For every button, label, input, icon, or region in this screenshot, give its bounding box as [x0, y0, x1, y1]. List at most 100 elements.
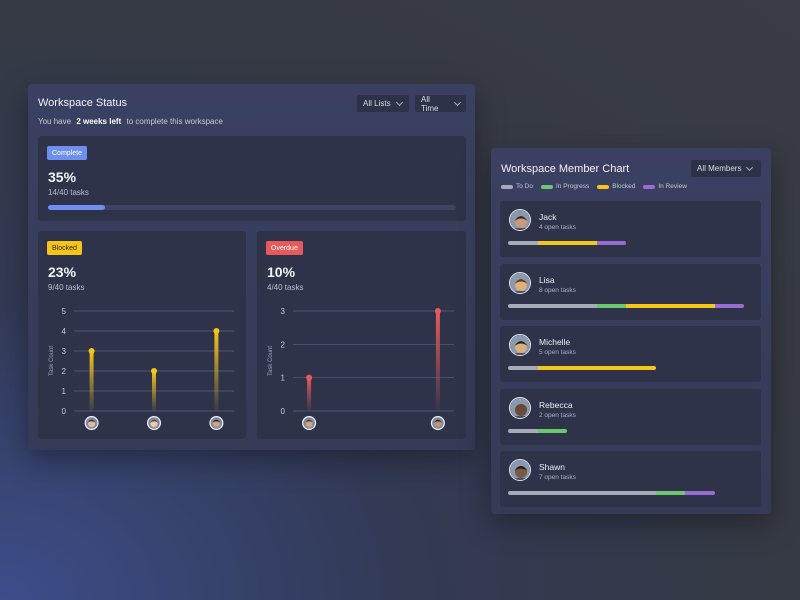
y-tick-label: 1	[281, 374, 286, 383]
avatar[interactable]	[430, 416, 445, 430]
overdue-chart: Task Count 0 1 2 3	[268, 307, 454, 430]
blocked-card: Blocked 23% 9/40 tasks Task Count 0 1 2 3 4 5	[38, 231, 246, 439]
legend-item: Blocked	[597, 183, 635, 190]
blocked-chart: Task Count 0 1 2 3 4 5	[49, 307, 234, 430]
overdue-badge: Overdue	[266, 241, 303, 255]
member-name: Lisa	[539, 274, 555, 285]
member-name: Jack	[539, 212, 557, 222]
legend-item: In Review	[643, 183, 687, 190]
member-row[interactable]: Rebecca 2 open tasks	[500, 388, 761, 445]
complete-percent: 35%	[48, 169, 77, 185]
status-segment	[537, 241, 597, 245]
complete-progress-track	[48, 205, 456, 210]
bar-cap	[151, 368, 157, 374]
status-segment	[685, 491, 715, 495]
bar[interactable]	[307, 377, 312, 411]
workspace-subtitle: You have 2 weeks left to complete this w…	[38, 117, 223, 126]
y-tick-label: 3	[281, 307, 286, 316]
bar[interactable]	[89, 351, 94, 411]
overdue-tasks: 4/40 tasks	[267, 283, 304, 292]
member-chart-title: Workspace Member Chart	[501, 163, 630, 175]
status-segment	[537, 428, 567, 433]
member-open-tasks: 8 open tasks	[539, 286, 576, 294]
bar[interactable]	[214, 331, 219, 411]
status-segment	[655, 491, 685, 495]
complete-card: Complete 35% 14/40 tasks	[38, 136, 466, 221]
chevron-down-icon	[746, 163, 754, 171]
complete-tasks: 14/40 tasks	[48, 188, 89, 197]
all-members-dropdown[interactable]: All Members	[691, 160, 761, 177]
member-row[interactable]: Jack 4 open tasks	[500, 201, 761, 257]
member-name: Michelle	[539, 337, 571, 347]
complete-badge: Complete	[47, 146, 87, 160]
member-status-bar	[508, 241, 626, 245]
overdue-card: Overdue 10% 4/40 tasks Task Count 0 1 2 3	[257, 231, 466, 439]
member-status-bar	[508, 491, 715, 495]
member-chart-panel: Workspace Member Chart All Members To Do…	[491, 148, 771, 514]
legend-item: To Do	[501, 183, 533, 190]
avatar[interactable]	[209, 416, 224, 430]
workspace-status-title: Workspace Status	[38, 97, 128, 109]
status-segment	[508, 303, 597, 308]
status-segment	[537, 366, 656, 370]
member-open-tasks: 2 open tasks	[539, 411, 576, 419]
status-segment	[508, 366, 538, 370]
bar-cap	[306, 374, 313, 381]
all-lists-dropdown[interactable]: All Lists	[357, 95, 409, 112]
y-tick-label: 1	[62, 387, 67, 396]
legend-label: In Review	[658, 183, 687, 190]
avatar[interactable]	[509, 396, 531, 419]
y-tick-label: 0	[281, 407, 286, 416]
bar[interactable]	[435, 311, 440, 411]
member-row[interactable]: Shawn 7 open tasks	[500, 451, 761, 507]
bar-cap	[434, 308, 441, 314]
member-open-tasks: 5 open tasks	[539, 349, 576, 356]
legend-swatch	[501, 184, 513, 189]
subtitle-suffix: to complete this workspace	[126, 117, 223, 126]
legend-label: Blocked	[612, 183, 636, 190]
avatar[interactable]	[509, 459, 531, 481]
status-segment	[508, 428, 538, 433]
all-time-dropdown[interactable]: All Time	[415, 94, 466, 113]
blocked-badge: Blocked	[47, 241, 82, 255]
complete-progress-fill	[48, 205, 106, 210]
bar-cap	[88, 348, 95, 354]
status-segment	[626, 303, 715, 308]
y-tick-label: 2	[281, 340, 286, 349]
legend-label: In Progress	[555, 183, 590, 190]
status-segment	[596, 241, 626, 245]
avatar[interactable]	[509, 271, 531, 294]
member-row[interactable]: Michelle 5 open tasks	[500, 326, 761, 382]
y-tick-label: 5	[62, 307, 67, 316]
y-tick-label: 0	[62, 407, 67, 416]
chevron-down-icon	[395, 98, 403, 106]
legend-label: To Do	[516, 183, 533, 190]
legend-swatch	[597, 184, 610, 189]
avatar[interactable]	[302, 416, 317, 430]
blocked-percent: 23%	[48, 264, 77, 280]
member-row[interactable]: Lisa 8 open tasks	[500, 263, 761, 320]
subtitle-bold: 2 weeks left	[76, 117, 122, 126]
avatar[interactable]	[147, 416, 161, 430]
avatar[interactable]	[84, 416, 99, 430]
avatar[interactable]	[509, 334, 531, 356]
bar-cap	[213, 328, 220, 334]
all-time-label: All Time	[421, 94, 439, 113]
legend-swatch	[643, 184, 656, 189]
bar[interactable]	[152, 371, 156, 411]
status-segment	[508, 241, 538, 245]
member-status-bar	[508, 366, 656, 370]
subtitle-prefix: You have	[38, 117, 72, 126]
status-legend: To Do In Progress Blocked In Review	[501, 183, 687, 190]
member-name: Rebecca	[539, 399, 573, 410]
all-members-label: All Members	[697, 164, 742, 173]
member-status-bar	[508, 428, 567, 433]
y-axis-label: Task Count	[49, 346, 55, 376]
y-tick-label: 3	[62, 347, 67, 356]
member-open-tasks: 7 open tasks	[539, 474, 576, 481]
avatar[interactable]	[509, 209, 531, 231]
legend-swatch	[540, 184, 553, 189]
status-segment	[714, 303, 744, 308]
legend-item: In Progress	[540, 183, 590, 190]
member-name: Shawn	[539, 462, 565, 472]
